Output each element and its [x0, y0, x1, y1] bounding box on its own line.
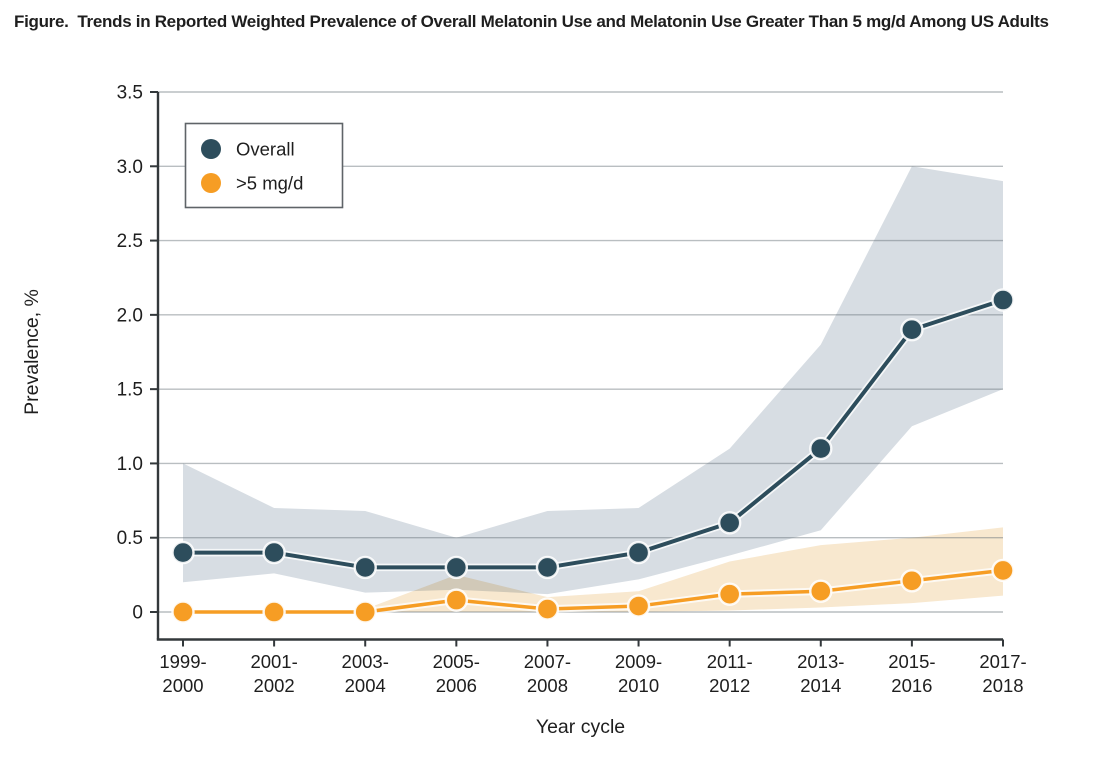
y-tick-label: 1.5: [117, 380, 143, 401]
y-tick-label: 1.0: [117, 454, 143, 475]
y-tick-label: 3.0: [117, 157, 143, 178]
data-point-gt5mgd: [353, 600, 377, 624]
data-point-gt5mgd: [171, 600, 195, 624]
y-tick-label: 0: [132, 603, 143, 624]
data-point-gt5mgd: [991, 558, 1015, 583]
y-tick-label: 3.5: [117, 83, 143, 104]
x-axis-title: Year cycle: [536, 716, 625, 738]
legend-label-overall: Overall: [236, 139, 295, 160]
y-tick-label: 2.0: [117, 305, 143, 326]
series-line-overall: [183, 298, 1004, 570]
data-point-overall: [900, 318, 924, 342]
legend: [184, 122, 344, 209]
y-tick-label: 0.5: [117, 528, 143, 549]
legend-marker-overall: [201, 139, 221, 159]
series-line-gt5mgd: [183, 568, 1004, 614]
legend-label-gt5mgd: >5 mg/d: [236, 173, 303, 194]
data-point-gt5mgd: [444, 588, 469, 612]
y-axis-title: Prevalence, %: [21, 289, 43, 415]
data-point-overall: [717, 511, 742, 535]
data-point-overall: [626, 540, 651, 565]
x-tick-label: 2017-2018: [979, 651, 1026, 696]
data-point-gt5mgd: [717, 582, 742, 606]
x-tick-label: 2013-2014: [797, 651, 844, 696]
x-tick-label: 2003-2004: [342, 651, 389, 696]
data-point-overall: [444, 555, 469, 580]
data-point-overall: [262, 540, 286, 565]
y-tick-label: 2.5: [117, 231, 143, 252]
data-point-gt5mgd: [626, 594, 651, 618]
data-point-gt5mgd: [262, 600, 286, 624]
figure-title: Figure. Trends in Reported Weighted Prev…: [14, 12, 1049, 31]
x-tick-label: 2001-2002: [250, 651, 297, 696]
data-point-overall: [809, 436, 833, 461]
data-point-overall: [171, 540, 195, 565]
data-point-overall: [991, 288, 1015, 312]
data-point-gt5mgd: [900, 569, 924, 593]
ci-band-overall: [183, 166, 1003, 595]
x-tick-label: 1999-2000: [159, 651, 206, 696]
x-tick-label: 2011-2012: [707, 651, 753, 696]
x-tick-label: 2007-2008: [524, 651, 571, 696]
legend-marker-gt5mgd: [201, 173, 221, 193]
data-point-gt5mgd: [535, 597, 560, 621]
x-tick-label: 2005-2006: [433, 651, 480, 696]
x-tick-label: 2009-2010: [615, 651, 662, 696]
data-point-overall: [535, 555, 560, 580]
x-tick-label: 2015-2016: [888, 651, 935, 696]
data-point-overall: [353, 555, 377, 580]
data-point-gt5mgd: [809, 579, 833, 603]
legend-box: [184, 122, 344, 209]
